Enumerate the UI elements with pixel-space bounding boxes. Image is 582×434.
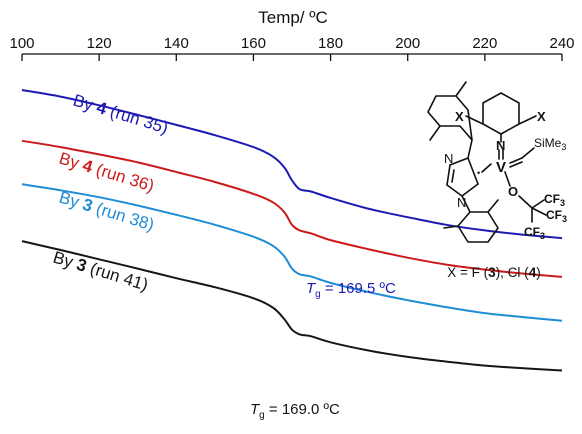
series-label-4: By 3 (run 41) xyxy=(51,248,151,295)
methyl-down-2 xyxy=(487,199,499,213)
cf3-bot: CF3 xyxy=(524,225,545,241)
top-aryl-ring xyxy=(482,92,520,135)
cf3-top: CF3 xyxy=(544,192,565,208)
nhc-bond-5 xyxy=(467,157,479,185)
methyl-up-1 xyxy=(429,125,441,141)
nhc-bond-4 xyxy=(461,183,479,197)
nhc-double-bond xyxy=(451,169,455,183)
bond-c-cf3-mid xyxy=(531,207,547,216)
series-label-3: By 3 (run 38) xyxy=(57,188,157,235)
bond-n-aryl-up xyxy=(467,139,473,159)
nhc-bond-3 xyxy=(446,184,463,197)
series-group xyxy=(21,89,563,372)
tg-annotation-blue: Tg = 169.5 ºC xyxy=(306,280,396,300)
atom-x-left: X xyxy=(455,109,464,124)
series-line-2 xyxy=(21,139,563,278)
x-tick-label: 240 xyxy=(549,35,574,52)
series-line-1 xyxy=(21,89,563,240)
upper-nhc-aryl xyxy=(427,95,473,141)
atom-o: O xyxy=(508,184,518,199)
bond-v-ch-1 xyxy=(509,157,523,164)
methyl-up-2 xyxy=(455,81,467,97)
x-axis-ticks: 100 120 140 160 180 200 220 240 xyxy=(9,35,575,61)
radical-dot: • xyxy=(477,168,480,178)
cf3-mid: CF3 xyxy=(546,208,567,224)
x-tick-label: 220 xyxy=(472,35,497,52)
bond-o-c xyxy=(518,195,533,209)
bond-c-cf3-top xyxy=(531,199,545,209)
series-label-1: By 4 (run 35) xyxy=(71,91,171,138)
x-tick-label: 160 xyxy=(241,35,266,52)
nhc-bond-2 xyxy=(446,164,451,186)
bond-v-o xyxy=(504,171,511,187)
atom-v: V xyxy=(496,159,506,176)
series-line-4 xyxy=(21,240,563,372)
atom-n-imido: N xyxy=(496,138,505,153)
nhc-bond-1 xyxy=(449,157,469,166)
x-tick-label: 120 xyxy=(87,35,112,52)
silyl-group: SiMe3 xyxy=(534,136,566,152)
bond-v-ch-2 xyxy=(509,161,523,168)
atom-n-ring-top: N xyxy=(444,151,453,166)
series-labels: By 4 (run 35)By 4 (run 36)By 3 (run 38)B… xyxy=(51,91,171,295)
bond-ch-si xyxy=(521,147,535,159)
series-line-3 xyxy=(21,183,563,322)
x-tick-label: 180 xyxy=(318,35,343,52)
x-tick-label: 200 xyxy=(395,35,420,52)
bond-ring-x-right xyxy=(518,115,537,125)
atom-n-ring-bottom: N xyxy=(457,195,466,210)
bond-carbene-v xyxy=(481,163,492,173)
structure-caption: X = F (3), Cl (4) xyxy=(447,265,540,280)
bond-n-aryl-down xyxy=(461,195,471,213)
tg-annotation-black: Tg = 169.0 ºC xyxy=(250,401,340,421)
atom-x-right: X xyxy=(537,109,546,124)
x-tick-label: 100 xyxy=(9,35,34,52)
structure-labels: X X N V N N • O SiMe3 CF3 CF3 CF3 xyxy=(444,109,567,241)
structure-inset xyxy=(427,81,547,243)
x-axis-title: Temp/ ºC xyxy=(258,8,328,27)
x-tick-label: 140 xyxy=(164,35,189,52)
methyl-down-1 xyxy=(443,225,459,229)
